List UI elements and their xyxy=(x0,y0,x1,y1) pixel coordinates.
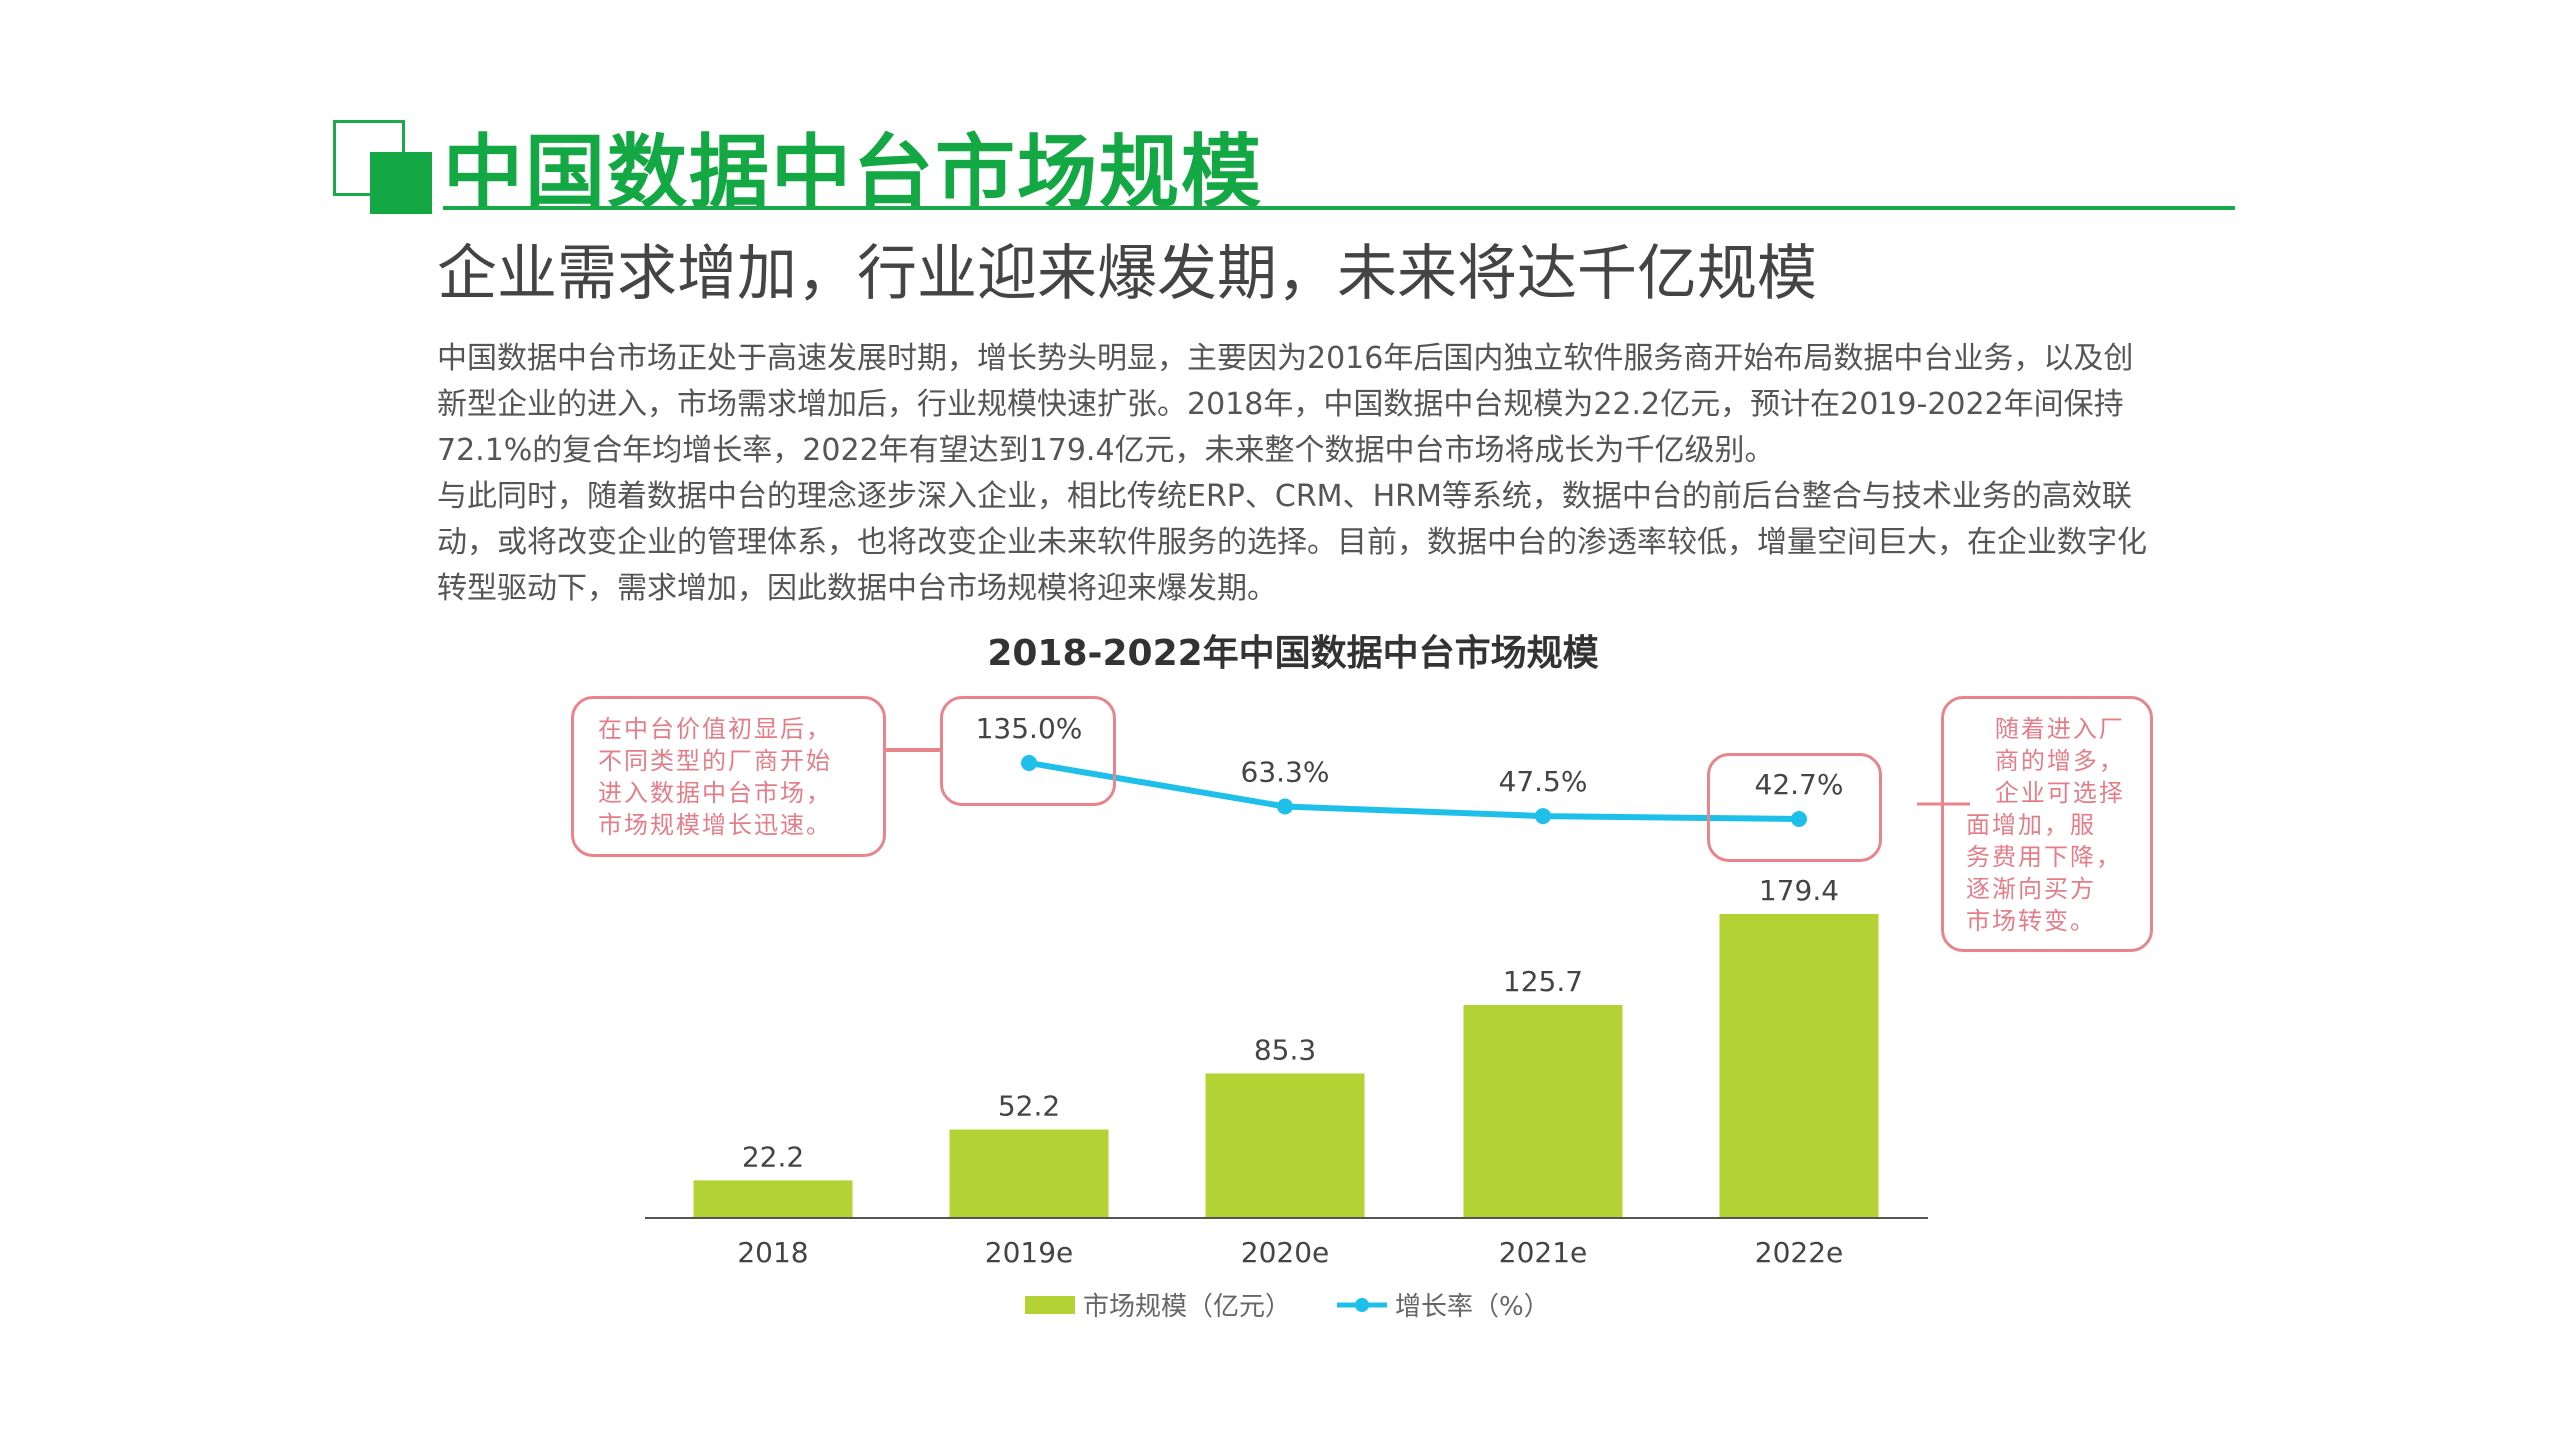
growth-value-label: 135.0% xyxy=(976,712,1083,745)
highlight-box-2022 xyxy=(1707,753,1882,862)
legend-line-label: 增长率（%） xyxy=(1395,1292,1550,1322)
bar-2020e xyxy=(1205,1073,1365,1218)
legend: 市场规模（亿元） 增长率（%） xyxy=(1025,1292,1550,1322)
bar-2019e xyxy=(949,1129,1109,1218)
growth-line xyxy=(1028,760,1800,822)
bar-2022e xyxy=(1719,914,1879,1218)
logo-square-fill xyxy=(370,152,432,214)
growth-point-2020e xyxy=(1277,798,1293,815)
callout-right: 随着进入厂 商的增多， 企业可选择 面增加，服 务费用下降， 逐渐向买方 市场转… xyxy=(1941,696,2153,952)
x-tick-label: 2018 xyxy=(737,1236,808,1269)
bar-2021e xyxy=(1463,1004,1623,1218)
x-tick-label: 2020e xyxy=(1241,1236,1329,1269)
growth-point-2022e xyxy=(1791,811,1807,827)
page-title: 中国数据中台市场规模 xyxy=(443,126,1263,219)
growth-value-label: 63.3% xyxy=(1241,755,1330,788)
x-tick-label: 2022e xyxy=(1755,1236,1843,1269)
paragraph: 中国数据中台市场正处于高速发展时期，增长势头明显，主要因为2016年后国内独立软… xyxy=(437,341,2134,468)
legend-bar-label: 市场规模（亿元） xyxy=(1083,1292,1291,1322)
growth-point-2021e xyxy=(1535,808,1551,825)
callout-left: 在中台价值初显后， 不同类型的厂商开始 进入数据中台市场， 市场规模增长迅速。 xyxy=(571,696,886,857)
callout-left-text: 在中台价值初显后， 不同类型的厂商开始 进入数据中台市场， 市场规模增长迅速。 xyxy=(598,715,832,839)
bar-value-label: 22.2 xyxy=(742,1140,804,1173)
paragraph: 与此同时，随着数据中台的理念逐步深入企业，相比传统ERP、CRM、HRM等系统，… xyxy=(437,479,2147,606)
legend-line-marker xyxy=(1355,1298,1369,1312)
bar-value-label: 85.3 xyxy=(1254,1033,1316,1066)
growth-value-label: 47.5% xyxy=(1499,765,1588,798)
chart-title: 2018-2022年中国数据中台市场规模 xyxy=(987,633,1598,674)
bar-value-label: 52.2 xyxy=(998,1090,1060,1123)
growth-point-2019e xyxy=(1021,754,1037,771)
page-subtitle: 企业需求增加，行业迎来爆发期，未来将达千亿规模 xyxy=(437,239,1817,309)
bar-2018 xyxy=(693,1180,853,1218)
x-tick-label: 2021e xyxy=(1499,1236,1587,1269)
x-tick-label: 2019e xyxy=(985,1236,1073,1269)
body-text: 中国数据中台市场正处于高速发展时期，增长势头明显，主要因为2016年后国内独立软… xyxy=(437,336,2157,612)
callout-right-text: 随着进入厂 商的增多， 企业可选择 面增加，服 务费用下降， 逐渐向买方 市场转… xyxy=(1966,715,2125,935)
bar-value-label: 179.4 xyxy=(1759,874,1839,907)
bar-value-label: 125.7 xyxy=(1503,965,1583,998)
legend-bar-swatch xyxy=(1025,1296,1075,1314)
title-divider xyxy=(443,206,2235,210)
growth-value-label: 42.7% xyxy=(1755,768,1844,801)
highlight-box-2019 xyxy=(940,696,1116,806)
